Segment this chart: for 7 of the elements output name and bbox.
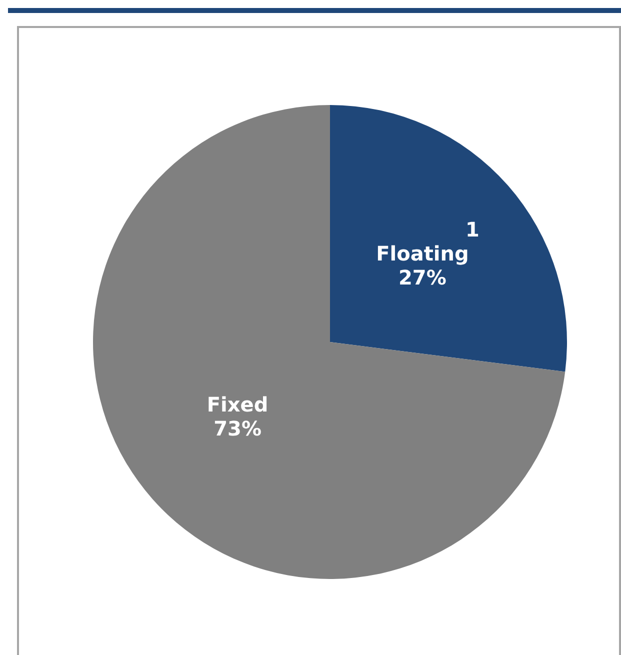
slice-label: Fixed xyxy=(206,392,268,416)
slice-label: Floating xyxy=(376,242,469,266)
data-label: 27% xyxy=(398,266,446,290)
pie-slice xyxy=(330,105,567,372)
pie-slice xyxy=(93,105,566,579)
data-label: 73% xyxy=(214,416,262,440)
text: 1 xyxy=(465,218,480,242)
